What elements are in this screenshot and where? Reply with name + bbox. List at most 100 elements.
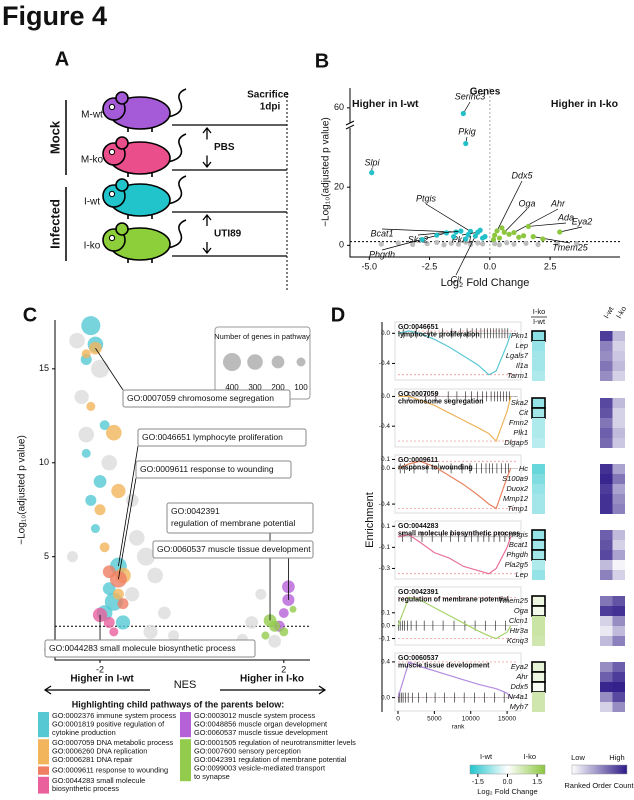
gene-label: Ptgis bbox=[511, 530, 528, 539]
mouse-legs bbox=[127, 128, 153, 132]
point bbox=[443, 230, 450, 236]
fc-cell bbox=[532, 636, 545, 646]
leader-line bbox=[118, 445, 139, 567]
legend-label: GO:0048856 muscle organ development bbox=[194, 719, 327, 728]
label: Infected bbox=[47, 199, 62, 249]
bubble bbox=[103, 616, 115, 628]
annotation: GO:0009611 response to wounding bbox=[140, 464, 274, 474]
rank-cell bbox=[600, 504, 613, 514]
bubble bbox=[93, 475, 107, 488]
legend-label: GO:0060537 muscle tissue development bbox=[194, 728, 328, 737]
point bbox=[419, 236, 425, 243]
leader-line bbox=[533, 236, 571, 244]
point bbox=[463, 140, 469, 147]
gene-label: Cit bbox=[451, 274, 462, 284]
point bbox=[475, 240, 481, 246]
fc-cell bbox=[531, 529, 546, 541]
enrichment-curve bbox=[397, 661, 512, 698]
bubble bbox=[102, 565, 116, 579]
rank-cell bbox=[612, 570, 625, 580]
y-tick-label: 0.1 bbox=[381, 523, 390, 530]
gene-label: Ahr bbox=[515, 672, 528, 681]
rank-cell bbox=[612, 606, 625, 616]
point bbox=[494, 228, 500, 234]
legend-label: 100 bbox=[294, 383, 308, 392]
rank-cell bbox=[600, 474, 613, 484]
mouse-legs bbox=[127, 259, 153, 263]
point bbox=[501, 229, 507, 235]
fc-cell bbox=[532, 464, 545, 474]
annotation: GO:0046651 lymphocyte proliferation bbox=[142, 432, 283, 442]
fc-cell bbox=[531, 671, 546, 683]
rank-cell bbox=[612, 540, 625, 550]
gene-label: Ska2 bbox=[511, 398, 529, 407]
bubble bbox=[99, 420, 110, 431]
bubble bbox=[111, 483, 126, 499]
fc-cell bbox=[532, 484, 545, 494]
plot-title: response to wounding bbox=[398, 464, 473, 471]
point bbox=[511, 229, 517, 236]
point bbox=[460, 110, 466, 117]
rank-cell bbox=[600, 682, 613, 692]
rank-cell bbox=[612, 616, 625, 626]
gene-label: Lep bbox=[515, 341, 528, 350]
leader-line bbox=[425, 203, 471, 232]
rank-cell bbox=[612, 702, 625, 712]
label: 1dpi bbox=[260, 102, 281, 113]
rank-cell bbox=[612, 560, 625, 570]
rank-cell bbox=[612, 428, 625, 438]
gene-label: Ddx5 bbox=[511, 170, 533, 180]
y-tick-label: 0.0 bbox=[381, 622, 390, 629]
point bbox=[448, 240, 454, 246]
point bbox=[520, 233, 527, 239]
plot-frame bbox=[394, 520, 522, 580]
point bbox=[511, 241, 517, 247]
fc-cell bbox=[532, 702, 545, 712]
point bbox=[557, 229, 563, 235]
legend-label: GO:0006260 DNA replication bbox=[52, 747, 147, 756]
mouse-eye bbox=[108, 148, 116, 156]
mouse-eye bbox=[108, 190, 116, 198]
gene-label: Ptgis bbox=[416, 193, 437, 203]
bubble bbox=[66, 551, 78, 563]
rank-cell bbox=[600, 351, 613, 361]
rank-cell bbox=[600, 662, 613, 672]
colorbar-tick-label: -1.5 bbox=[472, 779, 484, 786]
bubble bbox=[86, 401, 96, 411]
y-tick-label: -0.4 bbox=[379, 423, 391, 430]
colorbar-end: I-wt bbox=[480, 752, 493, 761]
arrow-label: Higher in I-wt bbox=[70, 674, 134, 685]
x-tick-label: -2.5 bbox=[422, 261, 438, 271]
bubble bbox=[102, 582, 116, 595]
mouse-tail bbox=[167, 175, 187, 205]
gene-label: Pkig bbox=[458, 126, 476, 136]
y-tick-label: 5 bbox=[44, 551, 49, 561]
colorbar-end: Low bbox=[571, 753, 585, 762]
gene-label: Lgals7 bbox=[506, 351, 529, 360]
y-tick-label: 0 bbox=[339, 240, 344, 250]
rank-cell bbox=[600, 692, 613, 702]
annotation: GO:0060537 muscle tissue development bbox=[157, 544, 311, 554]
gene-label: Myh7 bbox=[510, 702, 529, 711]
gene-label: Slpi bbox=[364, 157, 380, 167]
mouse-eye bbox=[108, 234, 116, 242]
rank-cell bbox=[600, 596, 613, 606]
fc-cell bbox=[532, 361, 545, 371]
x-tick-label: 15000 bbox=[498, 716, 516, 723]
rank-cell bbox=[612, 596, 625, 606]
label: UTI89 bbox=[214, 229, 242, 240]
y-axis-label: Enrichment bbox=[364, 492, 376, 548]
bubble bbox=[112, 588, 124, 600]
mouse-legs bbox=[127, 215, 153, 219]
gene-label: S100a9 bbox=[502, 474, 529, 483]
label: M-wt bbox=[81, 110, 103, 121]
legend-label: GO:0001505 regulation of neurotransmitte… bbox=[194, 738, 356, 747]
fc-cell bbox=[532, 351, 545, 361]
gene-label: Ada bbox=[557, 212, 574, 222]
y-tick-label: 0.0 bbox=[381, 393, 390, 400]
rank-cell bbox=[612, 484, 625, 494]
size-legend-circle bbox=[271, 355, 285, 369]
panel-label: A bbox=[55, 48, 69, 70]
point bbox=[463, 236, 469, 242]
bubble bbox=[78, 426, 95, 443]
